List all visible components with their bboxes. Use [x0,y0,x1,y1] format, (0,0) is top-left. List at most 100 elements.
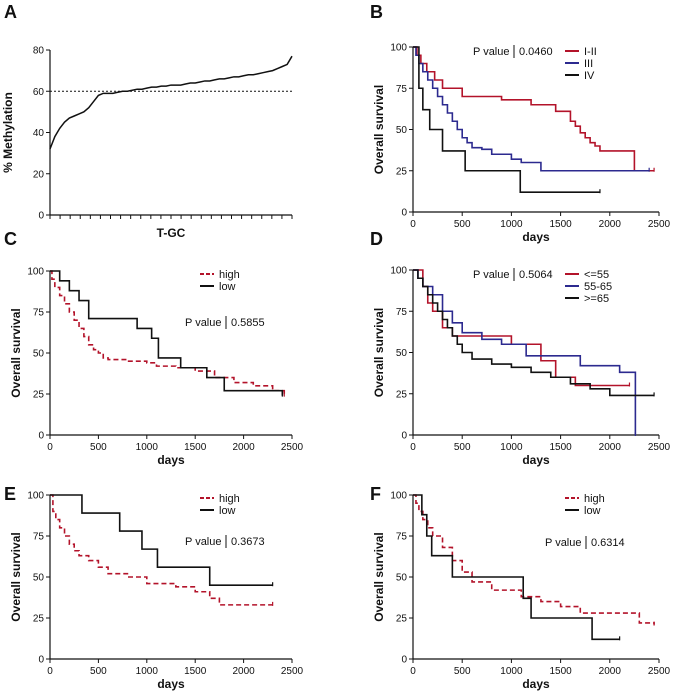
x-tick-label: 1000 [136,442,159,453]
y-tick-label: 0 [401,208,407,219]
x-tick-label: 1500 [184,666,207,677]
y-tick-label: 50 [396,125,408,136]
legend-label: high [219,269,240,281]
series-low-curve [413,494,620,641]
x-tick-label: 2000 [232,666,255,677]
x-axis-label: days [522,230,550,244]
y-tick-label: 60 [33,87,45,98]
y-tick-label: 100 [390,266,407,277]
x-tick-label: 1000 [500,219,523,230]
y-tick-label: 25 [396,614,408,625]
x-tick-label: 500 [454,666,471,677]
x-tick-label: 1500 [549,219,572,230]
x-tick-label: 2500 [648,219,671,230]
y-tick-label: 50 [396,573,408,584]
y-tick-label: 100 [390,43,407,54]
x-tick-label: 500 [454,219,471,230]
methylation-curve [49,55,293,150]
y-tick-label: 80 [33,46,45,57]
y-tick-label: 0 [38,431,44,442]
x-axis-label: T-GC [157,226,186,240]
legend-label: low [219,505,236,517]
x-tick-label: 2500 [648,442,671,453]
y-tick-label: 75 [33,532,45,543]
legend-label: low [584,505,601,517]
y-tick-label: 25 [33,390,45,401]
y-axis-label: Overall survival [9,532,23,621]
legend-label: <=55 [584,269,609,281]
x-axis-label: days [157,677,185,691]
x-tick-label: 0 [47,666,53,677]
x-tick-label: 1500 [184,442,207,453]
y-axis-label: % Methylation [1,92,15,173]
y-tick-label: 0 [401,655,407,666]
x-tick-label: 1500 [549,442,572,453]
panel-letter-f: F [370,484,381,504]
p-value-label: P value [473,46,510,58]
p-value-label: P value [185,536,222,548]
x-tick-label: 1500 [549,666,572,677]
legend-label: >=65 [584,293,609,305]
series-high-curve [50,270,286,396]
y-tick-label: 75 [396,307,408,318]
p-value-label: P value [545,537,582,549]
x-tick-label: 1000 [136,666,159,677]
series-high-curve [50,494,273,606]
series-low-curve [50,494,273,586]
panel-letter-c: C [4,229,17,249]
x-tick-label: 1000 [500,442,523,453]
y-tick-label: 100 [27,267,44,278]
y-tick-label: 40 [33,128,45,139]
p-value: 0.0460 [519,46,553,58]
y-tick-label: 50 [33,573,45,584]
x-axis-label: days [522,453,550,467]
p-value: 0.5855 [231,317,265,329]
x-tick-label: 0 [410,442,416,453]
p-value: 0.5064 [519,269,553,281]
y-tick-label: 50 [396,348,408,359]
panel-letter-d: D [370,229,383,249]
x-tick-label: 0 [47,442,53,453]
y-axis-label: Overall survival [9,308,23,397]
legend-label: I-II [584,46,597,58]
legend-label: IV [584,70,595,82]
x-tick-label: 500 [454,442,471,453]
y-tick-label: 25 [396,166,408,177]
y-tick-label: 0 [401,431,407,442]
panel-letter-a: A [4,2,17,22]
legend-label: low [219,281,236,293]
panel-letter-b: B [370,2,383,22]
y-tick-label: 75 [396,532,408,543]
x-tick-label: 1000 [500,666,523,677]
panel-letter-e: E [4,484,16,504]
y-tick-label: 50 [33,349,45,360]
x-axis-label: days [522,677,550,691]
y-tick-label: 100 [27,491,44,502]
p-value-label: P value [185,317,222,329]
x-tick-label: 2000 [599,442,622,453]
x-tick-label: 2500 [648,666,671,677]
y-tick-label: 25 [33,614,45,625]
y-tick-label: 25 [396,389,408,400]
series-65-curve [413,269,655,397]
y-tick-label: 100 [390,491,407,502]
x-tick-label: 0 [410,666,416,677]
series-III-curve [413,46,655,172]
series-low-curve [50,270,284,396]
legend-label: 55-65 [584,281,612,293]
y-tick-label: 0 [38,655,44,666]
y-tick-label: 20 [33,169,45,180]
x-axis-label: days [157,453,185,467]
p-value-label: P value [473,269,510,281]
x-tick-label: 2000 [599,219,622,230]
legend-label: high [219,493,240,505]
y-axis-label: Overall survival [372,308,386,397]
legend-label: high [584,493,605,505]
y-tick-label: 75 [33,308,45,319]
x-tick-label: 500 [90,442,107,453]
